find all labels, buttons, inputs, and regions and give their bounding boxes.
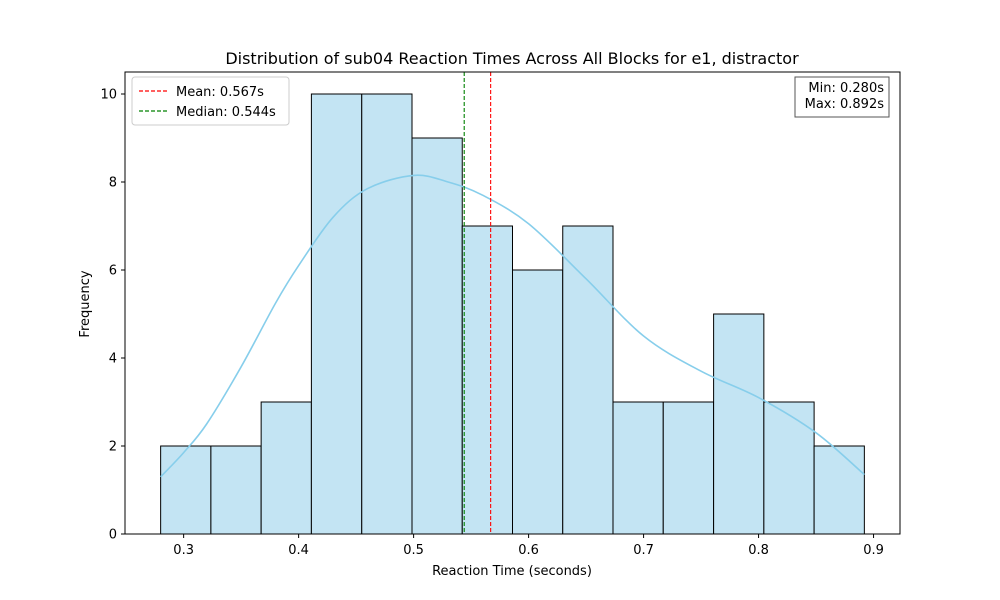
histogram-bars	[160, 93, 865, 535]
y-tick-label: 8	[109, 176, 117, 191]
y-axis-label: Frequency	[78, 270, 93, 337]
histogram-bar	[763, 401, 815, 535]
histogram-bar	[361, 93, 413, 535]
legend-box	[131, 76, 290, 126]
x-axis-ticks: 0.3 0.4 0.5 0.6 0.7 0.8 0.9	[173, 534, 884, 558]
x-tick-label: 0.4	[288, 543, 309, 558]
x-tick-label: 0.3	[173, 543, 194, 558]
histogram-bar	[562, 225, 614, 535]
histogram-bar	[160, 445, 212, 535]
x-tick-label: 0.6	[518, 543, 539, 558]
x-axis-label: Reaction Time (seconds)	[432, 564, 592, 579]
y-tick-label: 2	[109, 440, 117, 455]
histogram-bar	[612, 401, 664, 535]
histogram-bar	[461, 225, 514, 535]
legend-mean-label: Mean: 0.567s	[176, 85, 264, 100]
histogram-bar	[310, 93, 363, 535]
x-tick-label: 0.5	[403, 543, 424, 558]
histogram-bar	[512, 269, 564, 535]
x-tick-label: 0.7	[633, 543, 654, 558]
histogram-bar	[713, 313, 765, 535]
stats-min: Min: 0.280s	[808, 81, 884, 96]
x-tick-label: 0.9	[863, 543, 884, 558]
legend: Mean: 0.567s Median: 0.544s	[131, 76, 290, 126]
kde-curve	[160, 174, 865, 478]
histogram-bar	[210, 445, 262, 535]
y-tick-label: 10	[100, 88, 117, 103]
stats-box-frame	[794, 76, 890, 118]
legend-median-label: Median: 0.544s	[176, 105, 276, 120]
histogram-bar	[813, 445, 865, 535]
x-tick-label: 0.8	[748, 543, 769, 558]
reference-lines-layer	[463, 72, 492, 534]
stats-box: Min: 0.280s Max: 0.892s	[794, 76, 890, 118]
histogram-bar	[260, 401, 312, 535]
y-axis-ticks: 0 2 4 6 8 10	[100, 88, 125, 543]
plot-frame	[124, 71, 901, 535]
y-tick-label: 6	[109, 264, 117, 279]
y-tick-label: 0	[109, 528, 117, 543]
histogram-bar	[662, 401, 715, 535]
kde-curve-layer	[160, 174, 865, 478]
stats-max: Max: 0.892s	[805, 97, 885, 112]
histogram-bar	[411, 137, 463, 535]
y-tick-label: 4	[109, 352, 117, 367]
chart-title: Distribution of sub04 Reaction Times Acr…	[225, 49, 799, 68]
